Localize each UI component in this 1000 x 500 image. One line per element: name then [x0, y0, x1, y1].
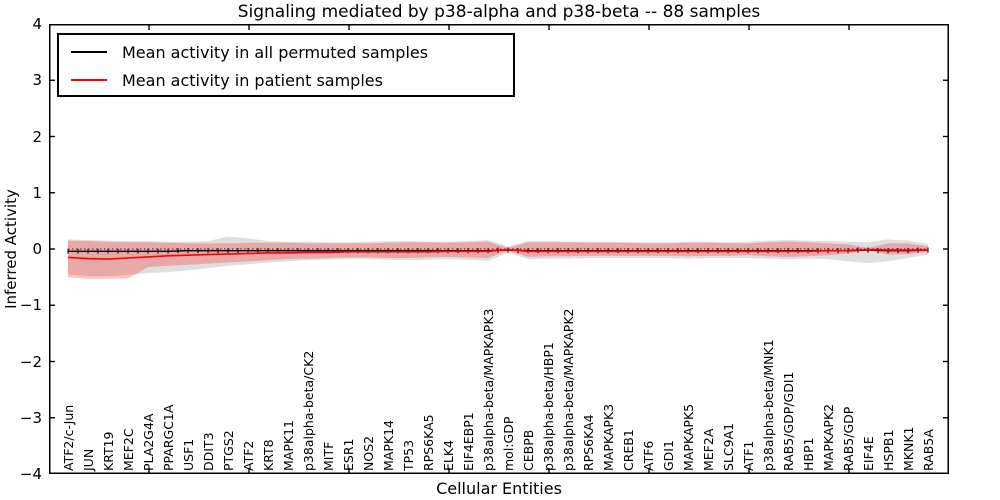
x-tick-label: MAPK11 — [281, 420, 296, 471]
legend-entry-patient: Mean activity in patient samples — [69, 66, 513, 94]
x-tick-label: NOS2 — [361, 435, 376, 471]
x-tick-label: p38alpha-beta/CK2 — [301, 350, 316, 471]
x-tick-label: ATF1 — [741, 440, 756, 471]
plot-area — [49, 24, 949, 474]
legend: Mean activity in all permuted samples Me… — [57, 33, 515, 97]
y-tick-label: 4 — [32, 15, 42, 33]
x-tick-label: KRT8 — [261, 439, 276, 471]
x-tick-label: p38alpha-beta/HBP1 — [541, 342, 556, 471]
x-tick-label: TP53 — [401, 439, 416, 471]
y-tick-label: 1 — [32, 183, 42, 202]
y-tick-label: 3 — [32, 71, 42, 90]
x-tick-label: ATF2 — [241, 440, 256, 471]
y-tick-label: −3 — [19, 408, 42, 427]
y-tick-label: −1 — [19, 296, 42, 315]
x-tick-label: MITF — [321, 441, 336, 471]
x-tick-label: DDIT3 — [201, 432, 216, 471]
x-tick-label: ATF2/c-Jun — [61, 404, 76, 471]
x-tick-label: p38alpha-beta/MAPKAPK3 — [481, 308, 496, 472]
chart-canvas — [49, 24, 949, 474]
y-tick-label: −4 — [19, 465, 42, 483]
x-tick-label: USF1 — [181, 438, 196, 471]
x-tick-label: GDI1 — [661, 440, 676, 471]
x-tick-label: RAB5A — [921, 429, 936, 471]
y-tick-label: 0 — [32, 240, 42, 258]
x-tick-label: PLA2G4A — [141, 413, 156, 471]
patient-band — [68, 240, 928, 279]
legend-label-patient: Mean activity in patient samples — [122, 70, 383, 90]
x-tick-label: ATF6 — [641, 440, 656, 471]
x-tick-label: HBP1 — [801, 437, 816, 471]
x-tick-label: RPS6KA5 — [421, 414, 436, 471]
x-tick-label: MEF2C — [121, 428, 136, 471]
x-tick-label: MAPKAPK2 — [821, 403, 836, 471]
x-tick-label: JUN — [81, 448, 96, 471]
permuted-line-swatch — [71, 51, 107, 53]
x-tick-label: mol:GDP — [501, 416, 516, 471]
x-tick-label: PPARGC1A — [161, 404, 176, 471]
permuted-band — [68, 236, 928, 276]
legend-label-permuted: Mean activity in all permuted samples — [122, 42, 429, 62]
legend-entry-permuted: Mean activity in all permuted samples — [69, 38, 513, 66]
x-tick-label: KRT19 — [101, 431, 116, 471]
x-tick-label: MAPK14 — [381, 420, 396, 471]
x-tick-label: HSPB1 — [881, 429, 896, 471]
x-tick-label: MKNK1 — [901, 426, 916, 471]
x-tick-label: ESR1 — [341, 438, 356, 471]
x-tick-label: CEBPB — [521, 429, 536, 471]
x-axis-label: Cellular Entities — [436, 479, 562, 498]
y-tick-label: 2 — [32, 127, 42, 146]
x-tick-label: MEF2A — [701, 428, 716, 471]
chart-title: Signaling mediated by p38-alpha and p38-… — [237, 2, 761, 22]
x-tick-label: EIF4E — [861, 436, 876, 471]
y-tick-label: −2 — [19, 352, 42, 371]
x-tick-label: RPS6KA4 — [581, 414, 596, 471]
x-tick-label: ELK4 — [441, 439, 456, 471]
patient-mean-line — [67, 248, 928, 260]
x-tick-label: SLC9A1 — [721, 422, 736, 471]
x-tick-label: MAPKAPK5 — [681, 403, 696, 471]
patient-line-swatch — [71, 79, 107, 81]
x-tick-label: EIF4EBP1 — [461, 412, 476, 471]
x-tick-label: p38alpha-beta/MAPKAPK2 — [561, 308, 576, 472]
x-tick-label: CREB1 — [621, 429, 636, 471]
x-tick-label: MAPKAPK3 — [601, 403, 616, 471]
x-tick-label: RAB5/GDP — [841, 406, 856, 471]
x-tick-label: p38alpha-beta/MNK1 — [761, 339, 776, 471]
x-tick-label: RAB5/GDP/GDI1 — [781, 371, 796, 471]
x-tick-label: PTGS2 — [221, 430, 236, 471]
